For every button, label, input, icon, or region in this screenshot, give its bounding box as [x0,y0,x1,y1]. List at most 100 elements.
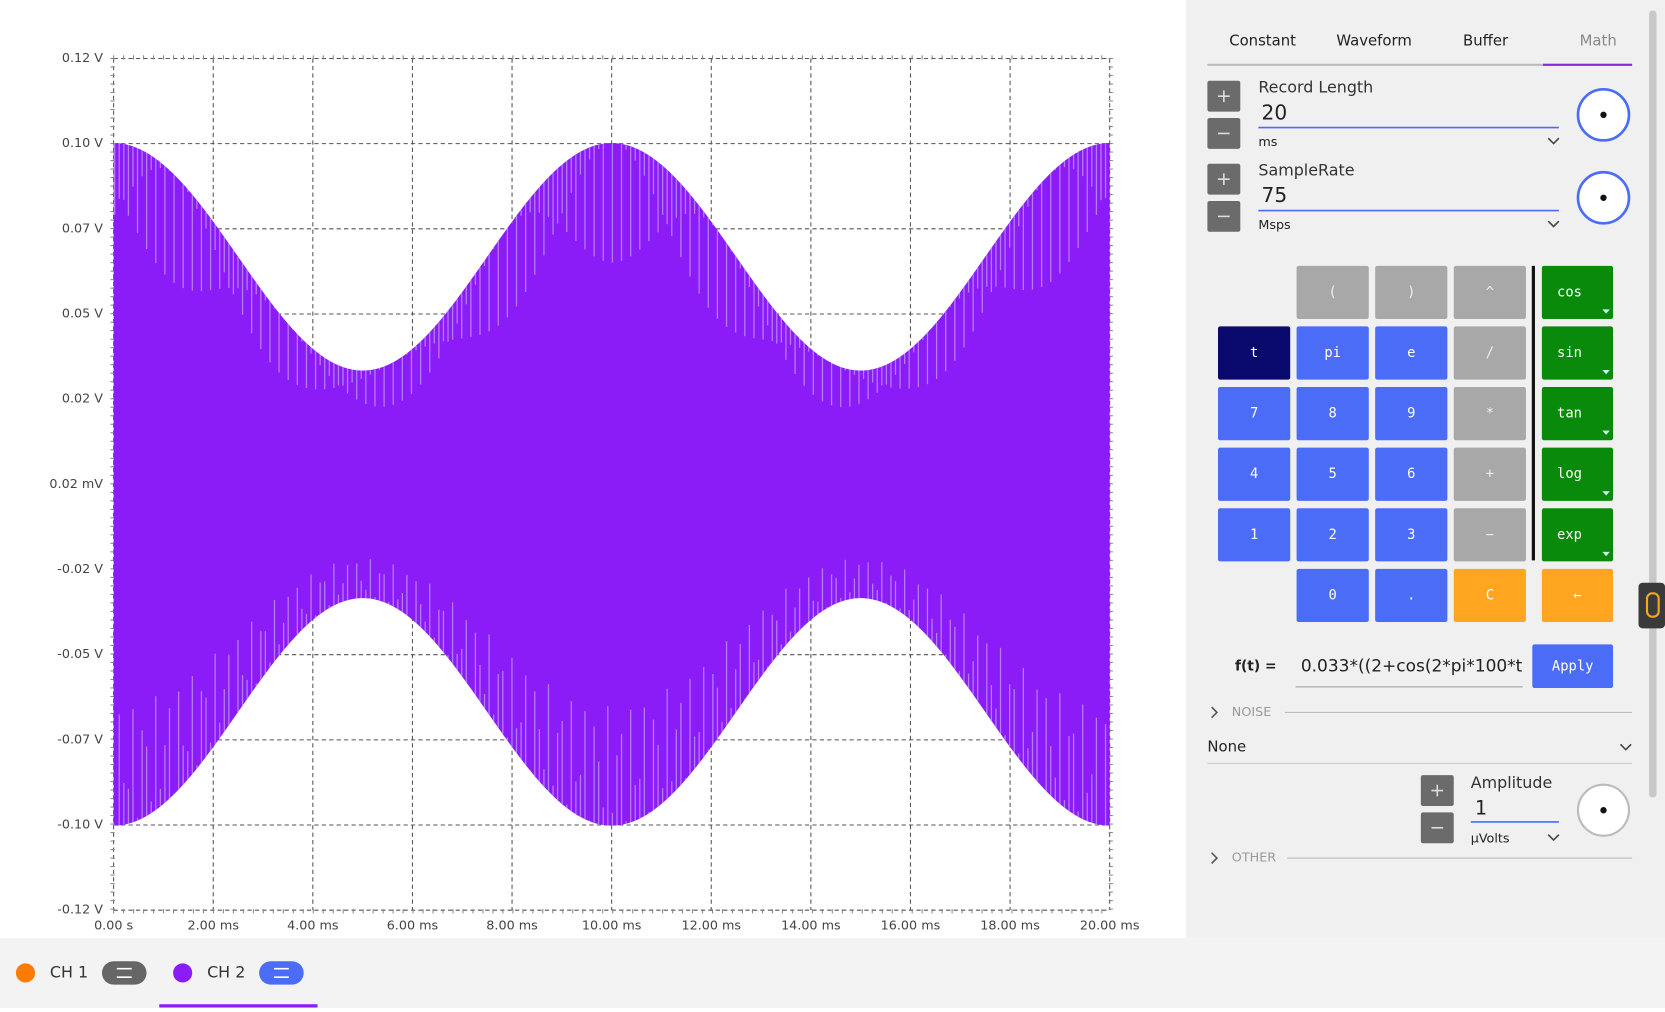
tab[interactable]: Buffer [1463,31,1509,49]
side-tab-icon [1645,592,1660,618]
key-label: 6 [1407,466,1415,482]
function-label: tan [1557,406,1582,422]
key[interactable] [1453,265,1526,319]
key[interactable] [1296,326,1369,380]
y-tick-label: 0.02 mV [49,477,103,492]
apply-button[interactable] [1532,644,1614,688]
noise-type[interactable]: None [1207,737,1246,755]
tab[interactable]: Waveform [1336,31,1411,49]
x-tick-label: 2.00 ms [187,919,239,934]
key[interactable] [1541,568,1614,623]
channel-toggle[interactable] [101,961,147,985]
key-label: t [1250,345,1258,361]
key-label: 2 [1329,527,1337,543]
chevron[interactable] [1547,834,1560,842]
function-key[interactable] [1541,447,1614,501]
key[interactable] [1217,387,1291,441]
key[interactable] [1375,447,1448,501]
key-label: − [1486,527,1494,543]
key-label: 7 [1250,406,1258,422]
y-tick-label: -0.12 V [57,903,103,918]
section-chevron[interactable] [1211,706,1219,719]
section-chevron[interactable] [1211,852,1219,864]
x-tick-label: 6.00 ms [387,919,439,934]
key-label: 1 [1250,527,1258,543]
key[interactable] [1217,508,1291,562]
channel-dot[interactable] [15,963,36,983]
key-label: 9 [1407,406,1415,422]
param-value[interactable]: 75 [1262,183,1288,207]
knob-dot [1600,807,1607,814]
x-tick-label: 8.00 ms [486,919,538,934]
section-label[interactable]: NOISE [1232,705,1271,720]
x-tick-label: 16.00 ms [881,919,941,934]
param-unit[interactable]: Msps [1258,218,1291,233]
key-label: . [1407,587,1415,603]
key-label: ← [1573,587,1581,603]
scrollbar[interactable] [1649,10,1657,798]
x-tick-label: 12.00 ms [681,919,741,934]
channel-label[interactable]: CH 1 [50,962,88,981]
formula-input[interactable]: 0.033*((2+cos(2*pi*100*t)) [1301,657,1536,677]
tab[interactable]: Math [1580,31,1617,49]
key[interactable] [1296,265,1369,319]
tab[interactable]: Constant [1229,31,1296,49]
y-tick-label: 0.02 V [62,392,103,407]
key-label: ^ [1486,284,1494,300]
section-label[interactable]: OTHER [1232,851,1276,866]
chevron[interactable] [1547,137,1560,145]
param-unit[interactable]: μVolts [1471,831,1510,846]
key[interactable] [1296,447,1369,501]
x-tick-label: 14.00 ms [781,919,841,934]
key[interactable] [1375,326,1448,380]
chevron[interactable] [1619,743,1632,751]
function-key[interactable] [1541,508,1614,562]
chevron[interactable] [1547,220,1560,228]
function-key[interactable] [1541,387,1614,441]
param-value[interactable]: 20 [1262,100,1288,124]
key[interactable] [1453,326,1526,380]
key[interactable] [1453,447,1526,501]
channel-label[interactable]: CH 2 [207,962,245,981]
dropdown-mark [1602,551,1610,557]
key[interactable] [1453,387,1526,441]
key[interactable] [1296,508,1369,562]
x-tick-label: 20.00 ms [1080,919,1140,934]
key-label: 5 [1329,466,1337,482]
function-label: cos [1557,284,1582,300]
x-tick-label: 10.00 ms [582,919,642,934]
param-unit[interactable]: ms [1258,135,1277,150]
key[interactable] [1375,387,1448,441]
key-label: ) [1407,284,1415,300]
key[interactable] [1453,508,1526,562]
apply-label: Apply [1552,659,1594,675]
param-label: Amplitude [1471,773,1553,792]
key-label: ( [1329,284,1337,300]
dropdown-mark [1602,491,1610,496]
key-label: / [1486,345,1494,361]
key[interactable] [1375,508,1448,562]
key[interactable] [1375,265,1448,319]
channel-toggle[interactable] [259,961,304,985]
channel-bar [0,937,1665,1009]
key-label: + [1486,466,1494,482]
key[interactable] [1375,568,1448,623]
toggle-icon [273,967,289,978]
channel-dot[interactable] [173,963,193,983]
param-value[interactable]: 1 [1475,797,1487,820]
dropdown-mark [1602,430,1610,435]
x-tick-label: 18.00 ms [980,919,1040,934]
key[interactable] [1453,568,1526,623]
side-tab[interactable] [1638,582,1665,629]
function-key[interactable] [1541,265,1614,319]
key[interactable] [1217,326,1291,380]
dropdown-mark [1602,309,1610,314]
function-key[interactable] [1541,326,1614,380]
key-label: C [1486,587,1494,603]
key[interactable] [1296,387,1369,441]
x-tick-label: 0.00 s [94,919,133,934]
key[interactable] [1296,568,1369,623]
key[interactable] [1217,447,1291,501]
